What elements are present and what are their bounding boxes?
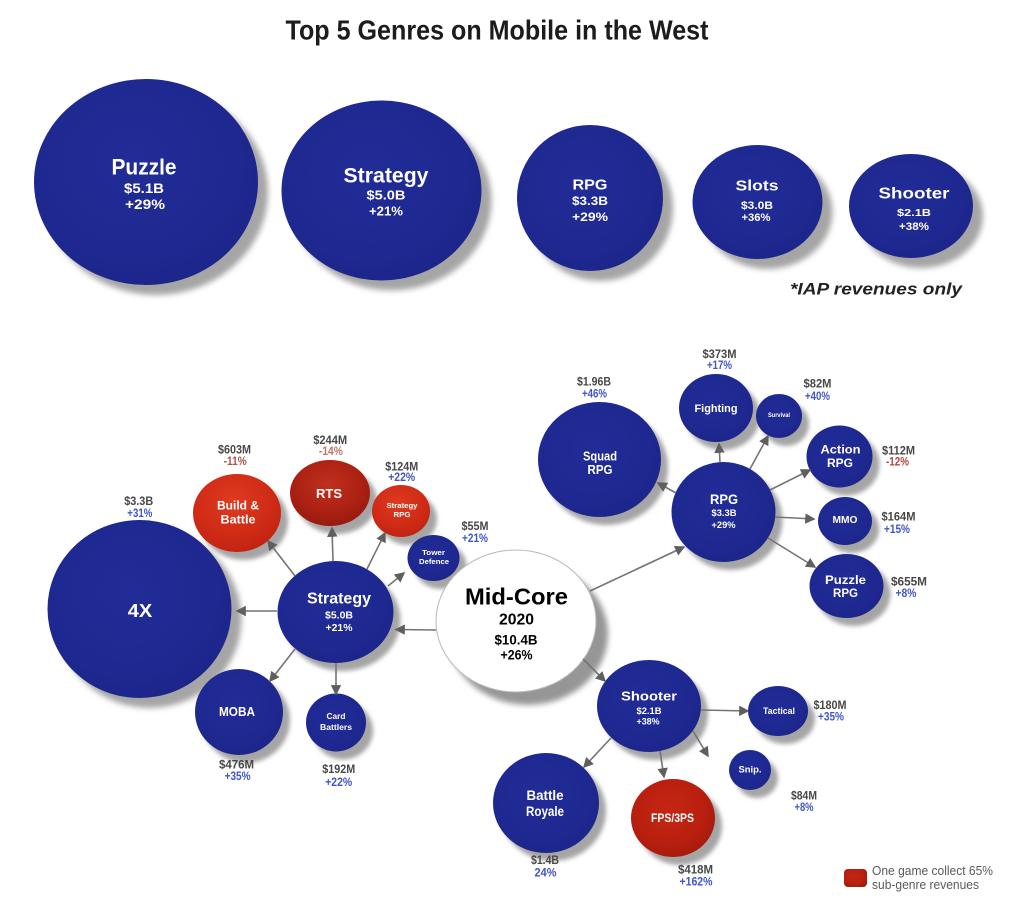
svg-text:Survival: Survival — [768, 413, 790, 419]
svg-text:$2.1B: $2.1B — [637, 706, 662, 717]
svg-text:$10.4B: $10.4B — [495, 632, 538, 648]
svg-text:Tower: Tower — [422, 548, 445, 557]
svg-text:Shooter: Shooter — [879, 186, 950, 203]
svg-text:+36%: +36% — [742, 212, 771, 224]
svg-text:+22%: +22% — [325, 777, 352, 789]
svg-text:+46%: +46% — [582, 389, 607, 401]
svg-text:RPG: RPG — [827, 458, 853, 470]
svg-text:$124M: $124M — [385, 460, 418, 474]
svg-text:Strategy: Strategy — [344, 165, 429, 188]
svg-text:+8%: +8% — [896, 588, 917, 600]
svg-text:*IAP revenues only: *IAP revenues only — [790, 280, 964, 299]
svg-text:RPG: RPG — [710, 491, 738, 507]
svg-text:$655M: $655M — [891, 575, 927, 589]
svg-text:+162%: +162% — [680, 876, 713, 888]
svg-text:Card: Card — [327, 711, 346, 721]
svg-text:$5.0B: $5.0B — [325, 610, 353, 622]
svg-text:2020: 2020 — [499, 612, 534, 629]
svg-text:$192M: $192M — [322, 762, 355, 776]
svg-text:+35%: +35% — [225, 771, 251, 783]
svg-text:Strategy: Strategy — [307, 591, 371, 608]
svg-text:+31%: +31% — [127, 508, 152, 520]
svg-text:+38%: +38% — [899, 221, 929, 233]
svg-text:$244M: $244M — [313, 433, 347, 447]
svg-text:Defence: Defence — [419, 557, 449, 566]
svg-text:RPG: RPG — [588, 462, 613, 477]
svg-text:+21%: +21% — [462, 533, 488, 545]
svg-text:24%: 24% — [535, 867, 557, 879]
svg-text:-12%: -12% — [886, 457, 909, 469]
svg-text:4X: 4X — [128, 601, 153, 621]
svg-text:$82M: $82M — [804, 377, 832, 391]
svg-text:$2.1B: $2.1B — [897, 207, 931, 219]
svg-text:Royale: Royale — [526, 803, 564, 819]
svg-text:$55M: $55M — [462, 519, 489, 533]
svg-text:Tactical: Tactical — [763, 706, 795, 716]
svg-text:Mid-Core: Mid-Core — [465, 584, 568, 610]
svg-text:$3.3B: $3.3B — [572, 194, 608, 208]
svg-text:$5.0B: $5.0B — [367, 188, 406, 203]
svg-text:RPG: RPG — [833, 588, 858, 600]
svg-text:+26%: +26% — [501, 647, 533, 663]
svg-text:+29%: +29% — [712, 520, 737, 531]
svg-text:+17%: +17% — [707, 360, 732, 372]
svg-text:Snip.: Snip. — [739, 765, 762, 776]
svg-text:sub-genre revenues: sub-genre revenues — [872, 878, 979, 892]
svg-text:$373M: $373M — [703, 347, 737, 361]
svg-text:$1.96B: $1.96B — [577, 375, 611, 389]
svg-text:$3.3B: $3.3B — [124, 494, 153, 508]
svg-text:RPG: RPG — [573, 177, 608, 194]
svg-text:Top 5 Genres on Mobile in the: Top 5 Genres on Mobile in the West — [286, 15, 709, 46]
svg-text:Slots: Slots — [736, 178, 779, 195]
svg-text:Fighting: Fighting — [695, 403, 738, 415]
svg-text:-11%: -11% — [224, 456, 247, 468]
svg-text:+38%: +38% — [637, 717, 661, 728]
svg-text:+29%: +29% — [572, 210, 608, 224]
svg-text:Strategy: Strategy — [387, 501, 419, 510]
svg-text:$476M: $476M — [219, 757, 254, 771]
svg-text:Build &: Build & — [217, 501, 259, 513]
svg-text:$164M: $164M — [882, 510, 916, 524]
svg-text:Battlers: Battlers — [320, 722, 352, 732]
svg-text:Squad: Squad — [583, 449, 617, 464]
svg-text:$1.4B: $1.4B — [531, 853, 559, 867]
svg-text:+40%: +40% — [805, 391, 830, 403]
svg-text:One game collect 65%: One game collect 65% — [872, 864, 993, 878]
svg-text:+35%: +35% — [818, 712, 844, 724]
svg-text:$112M: $112M — [882, 444, 915, 458]
svg-text:MOBA: MOBA — [219, 705, 255, 719]
svg-text:+15%: +15% — [884, 524, 910, 536]
svg-text:$5.1B: $5.1B — [124, 180, 164, 196]
svg-text:FPS/3PS: FPS/3PS — [651, 811, 694, 825]
svg-text:RTS: RTS — [316, 487, 342, 501]
svg-text:+8%: +8% — [795, 802, 814, 814]
svg-text:Shooter: Shooter — [621, 689, 677, 704]
svg-text:Puzzle: Puzzle — [825, 575, 866, 587]
svg-text:RPG: RPG — [394, 510, 411, 519]
svg-text:+22%: +22% — [388, 472, 415, 484]
svg-text:Puzzle: Puzzle — [112, 155, 177, 180]
svg-text:$3.0B: $3.0B — [741, 200, 773, 212]
svg-text:$418M: $418M — [678, 863, 713, 877]
svg-text:$603M: $603M — [218, 443, 251, 457]
svg-text:+21%: +21% — [369, 204, 403, 219]
svg-text:MMO: MMO — [833, 514, 858, 526]
svg-text:+29%: +29% — [125, 196, 166, 212]
svg-text:-14%: -14% — [319, 446, 343, 458]
svg-text:+21%: +21% — [326, 622, 354, 634]
svg-text:Battle: Battle — [527, 787, 564, 803]
svg-text:$180M: $180M — [814, 698, 847, 712]
svg-text:$84M: $84M — [791, 789, 817, 803]
svg-text:Action: Action — [821, 445, 861, 457]
svg-text:Battle: Battle — [221, 515, 256, 527]
svg-text:$3.3B: $3.3B — [712, 508, 737, 519]
